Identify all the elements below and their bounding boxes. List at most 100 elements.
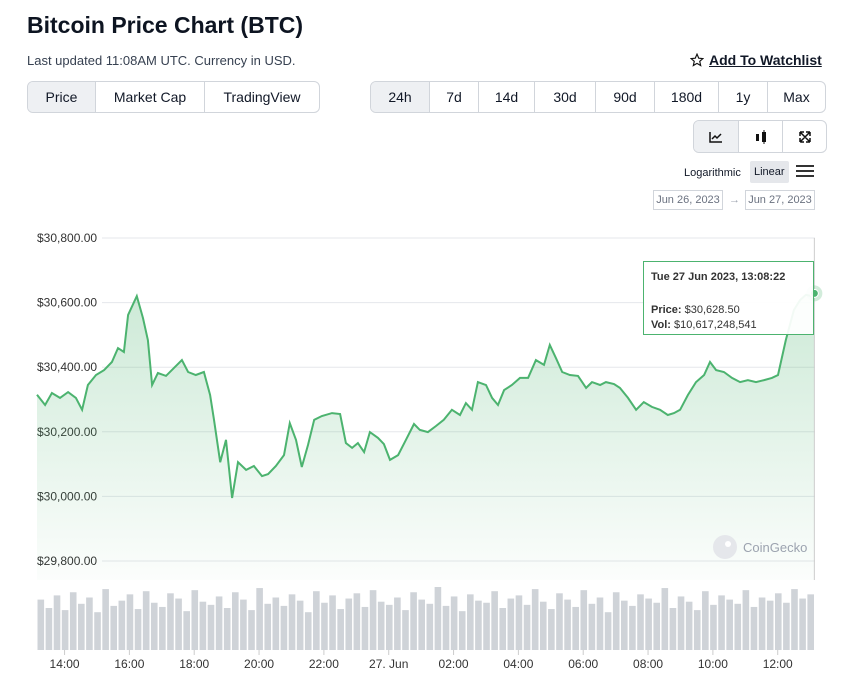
volume-bar xyxy=(467,594,474,650)
volume-bar xyxy=(434,587,442,650)
menu-icon[interactable] xyxy=(796,164,814,178)
fullscreen[interactable] xyxy=(782,121,826,152)
tooltip-vol: $10,617,248,541 xyxy=(674,319,757,331)
x-tick-label: 08:00 xyxy=(633,657,663,671)
volume-bar xyxy=(321,602,328,650)
range[interactable]: 14d xyxy=(478,82,534,112)
volume-bar xyxy=(102,589,109,650)
volume-bar xyxy=(288,594,296,650)
tab[interactable]: Market Cap xyxy=(95,82,204,112)
line-mode[interactable] xyxy=(694,121,738,152)
x-tick-label: 12:00 xyxy=(763,657,793,671)
log-option[interactable]: Logarithmic xyxy=(684,167,741,179)
volume-bar xyxy=(223,608,231,650)
tooltip-price: $30,628.50 xyxy=(684,304,740,316)
volume-bar xyxy=(280,605,288,650)
volume-bar xyxy=(142,591,150,650)
watermark-text: CoinGecko xyxy=(743,539,808,555)
volume-bar xyxy=(369,590,377,650)
volume-bar xyxy=(232,592,239,650)
volume-bar xyxy=(150,602,158,650)
volume-bar xyxy=(507,598,515,650)
volume-bar xyxy=(791,589,798,650)
volume-bar xyxy=(548,609,555,650)
tab-group: Price Market Cap TradingView xyxy=(27,81,320,113)
volume-bar xyxy=(685,601,693,650)
volume-bar xyxy=(564,599,571,650)
volume-bar xyxy=(248,610,255,650)
volume-bar xyxy=(710,604,717,650)
candle-mode[interactable] xyxy=(738,121,782,152)
volume-bar xyxy=(69,592,77,650)
range[interactable]: 7d xyxy=(429,82,478,112)
volume-bar xyxy=(807,594,814,650)
volume-bar xyxy=(410,592,417,650)
volume-bar xyxy=(693,610,701,650)
expand-icon xyxy=(798,130,811,143)
volume-bar xyxy=(296,600,304,650)
volume-bar xyxy=(402,610,409,650)
range-group: 24h 7d 14d 30d 90d 180d 1y Max xyxy=(370,81,826,113)
volume-bar xyxy=(215,596,223,650)
range[interactable]: 30d xyxy=(534,82,595,112)
volume-bar xyxy=(304,612,312,650)
range[interactable]: 180d xyxy=(654,82,718,112)
volume-bar xyxy=(783,602,790,650)
volume-bar xyxy=(37,599,45,650)
range[interactable]: Max xyxy=(767,82,825,112)
tab[interactable]: TradingView xyxy=(204,82,319,112)
watchlist[interactable]: Add To Watchlist xyxy=(690,52,822,68)
volume-bar xyxy=(677,596,685,650)
volume-bar xyxy=(531,589,539,650)
volume-bar xyxy=(702,591,709,650)
volume-bar xyxy=(766,600,774,650)
arrow: → xyxy=(729,194,740,206)
watchlist-link[interactable]: Add To Watchlist xyxy=(709,52,822,68)
tooltip-time: Tue 27 Jun 2023, 13:08:22 xyxy=(651,271,786,283)
y-tick-label: $30,400.00 xyxy=(37,360,97,374)
tab[interactable]: Price xyxy=(28,82,95,112)
volume-bar xyxy=(450,596,458,650)
volume-bar xyxy=(483,602,490,650)
price-line xyxy=(36,292,816,499)
volume-bar xyxy=(669,608,677,650)
volume-bar xyxy=(742,590,750,650)
range[interactable]: 1y xyxy=(718,82,767,112)
range[interactable]: 90d xyxy=(595,82,654,112)
tooltip: Tue 27 Jun 2023, 13:08:22 Price: $30,628… xyxy=(643,261,814,335)
range[interactable]: 24h xyxy=(371,82,429,112)
volume-bar xyxy=(661,588,669,650)
volume-bar xyxy=(734,603,742,650)
volume-bar xyxy=(78,603,85,650)
tooltip-vol-label: Vol: xyxy=(651,319,671,331)
volume-bar xyxy=(345,598,353,650)
x-tick-label: 20:00 xyxy=(244,657,274,671)
gecko-icon xyxy=(713,535,737,559)
volume-bar xyxy=(580,590,588,650)
volume-bar xyxy=(637,594,644,650)
chart: $29,800.00$30,000.00$30,200.00$30,400.00… xyxy=(36,231,823,671)
volume-bar xyxy=(418,599,425,650)
volume-bar xyxy=(442,605,450,650)
volume-bar xyxy=(264,603,272,650)
volume-bar xyxy=(61,610,69,650)
y-tick-label: $30,800.00 xyxy=(37,231,97,245)
volume-bar xyxy=(596,597,604,650)
volume-bar xyxy=(588,603,596,650)
volume-bar xyxy=(199,601,207,650)
volume-bar xyxy=(612,592,620,650)
line-icon xyxy=(709,131,722,143)
area xyxy=(37,293,815,580)
volume-bar xyxy=(94,612,101,650)
date-to[interactable]: Jun 27, 2023 xyxy=(745,190,815,210)
volume-bar xyxy=(240,599,247,650)
date-from[interactable]: Jun 26, 2023 xyxy=(653,190,723,210)
x-tick-label: 27. Jun xyxy=(369,657,408,671)
x-tick-label: 10:00 xyxy=(698,657,728,671)
volume-bar xyxy=(394,597,401,650)
linear-option[interactable]: Linear xyxy=(750,161,789,183)
volume-bar xyxy=(167,593,174,650)
volume-bar xyxy=(653,602,661,650)
volume-bar xyxy=(118,600,126,650)
volume-bar xyxy=(256,588,263,650)
